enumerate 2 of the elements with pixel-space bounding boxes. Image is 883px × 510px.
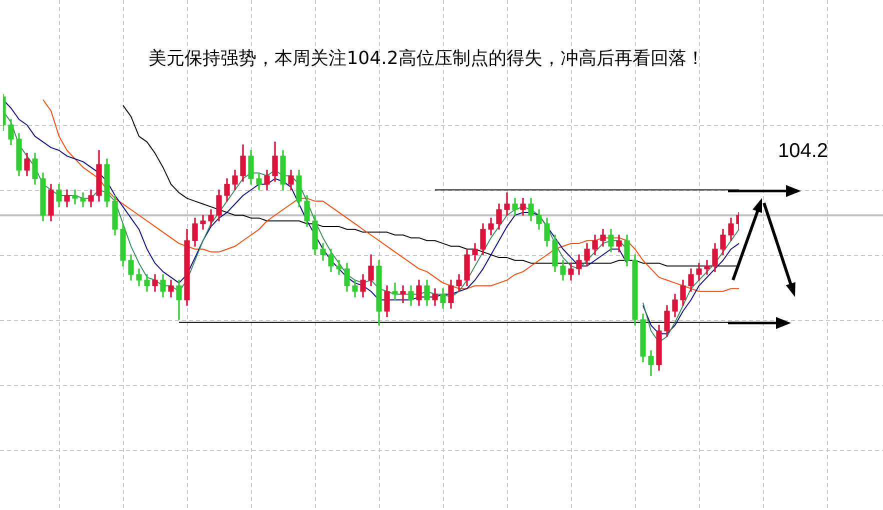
text: 104.2 (778, 140, 828, 163)
chart-title: 美元保持强势，本周关注104.2高位压制点的得失，冲高后再看回落！ (148, 47, 706, 70)
